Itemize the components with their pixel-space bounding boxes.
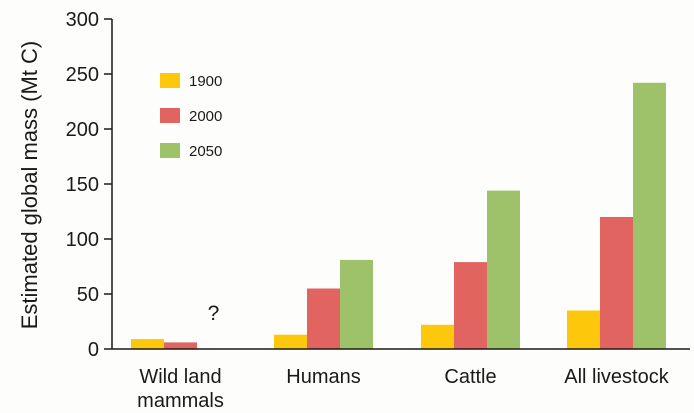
y-tick-label: 100 — [66, 229, 99, 251]
bar-2000-3 — [600, 217, 633, 349]
legend-label: 2000 — [189, 108, 222, 125]
bar-1900-1 — [274, 334, 307, 349]
bar-2050-1 — [340, 259, 373, 349]
y-tick-label: 50 — [77, 284, 99, 306]
legend: 1900 2000 2050 — [160, 73, 222, 160]
legend-swatch-1900 — [160, 73, 180, 88]
bars — [131, 82, 666, 350]
legend-swatch-2050 — [160, 143, 180, 158]
bar-1900-3 — [567, 310, 600, 349]
y-axis-ticks: 0 50 100 150 200 250 300 — [66, 9, 112, 361]
category-label: Humans — [286, 366, 360, 388]
legend-swatch-2000 — [160, 108, 180, 123]
legend-label: 1900 — [189, 73, 222, 90]
bar-2050-2 — [487, 190, 520, 349]
unknown-value-annotation: ? — [208, 302, 220, 325]
y-tick-label: 0 — [88, 339, 99, 361]
bar-2000-2 — [454, 262, 487, 349]
y-tick-label: 300 — [66, 9, 99, 31]
y-axis-label: Estimated global mass (Mt C) — [17, 41, 42, 330]
category-label: All livestock — [564, 366, 669, 388]
y-tick-label: 250 — [66, 64, 99, 86]
y-tick-label: 150 — [66, 174, 99, 196]
y-tick-label: 200 — [66, 119, 99, 141]
category-label: Wild land — [139, 366, 221, 388]
bar-2000-1 — [307, 288, 340, 349]
category-label: Cattle — [444, 366, 496, 388]
category-label: mammals — [137, 390, 224, 412]
legend-label: 2050 — [189, 143, 222, 160]
bar-2050-3 — [633, 82, 666, 350]
bar-2000-0 — [164, 342, 197, 349]
annotations: ? — [208, 302, 220, 325]
bar-1900-0 — [131, 339, 164, 349]
bar-1900-2 — [421, 324, 454, 349]
